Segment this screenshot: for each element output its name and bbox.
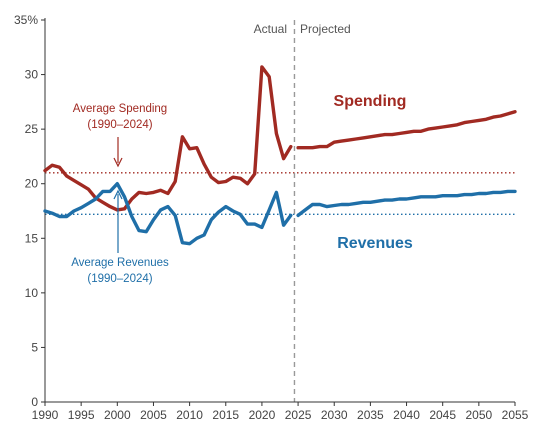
avg-spending-label-line2: (1990–2024) (87, 119, 152, 131)
series-line-revenues-projected (296, 189, 517, 218)
avg-revenues-arrow (113, 189, 123, 253)
y-tick-label-0: 0 (31, 395, 38, 409)
x-tick-label-7: 2025 (285, 408, 312, 422)
reference-lines (45, 20, 515, 402)
x-tick-label-6: 2020 (249, 408, 276, 422)
x-tick-label-5: 2015 (212, 408, 239, 422)
avg-spending-label-line1: Average Spending (73, 103, 167, 115)
x-tick-label-12: 2050 (465, 408, 492, 422)
x-tick-label-4: 2010 (176, 408, 203, 422)
series-line-spending-projected (296, 109, 517, 150)
avg-revenues-label-line2: (1990–2024) (87, 273, 152, 285)
x-tick-label-9: 2035 (357, 408, 384, 422)
y-tick-label-3: 15 (25, 231, 39, 245)
series-lines (43, 65, 517, 246)
x-tick-label-2: 2000 (104, 408, 131, 422)
y-tick-label-6: 30 (25, 68, 39, 82)
y-tick-label-5: 25 (25, 122, 39, 136)
x-tick-label-8: 2030 (321, 408, 348, 422)
x-tick-label-0: 1990 (32, 408, 59, 422)
x-tick-label-1: 1995 (68, 408, 95, 422)
series-label-spending: Spending (334, 93, 407, 110)
divider-label-actual: Actual (254, 22, 287, 36)
avg-revenues-label-line1: Average Revenues (71, 257, 169, 269)
x-tick-label-3: 2005 (140, 408, 167, 422)
series-label-revenues: Revenues (337, 235, 413, 252)
avg-spending-arrow (113, 137, 123, 168)
y-tick-label-1: 5 (31, 340, 38, 354)
y-tick-label-2: 10 (25, 286, 39, 300)
y-tick-label-7: 35% (14, 13, 38, 27)
annotations: Actual Projected Spending Revenues Avera… (71, 22, 413, 285)
x-tick-label-11: 2045 (429, 408, 456, 422)
divider-label-projected: Projected (300, 22, 351, 36)
x-tick-label-13: 2055 (502, 408, 529, 422)
y-tick-label-4: 20 (25, 177, 39, 191)
x-tick-label-10: 2040 (393, 408, 420, 422)
series-line-spending (43, 65, 293, 212)
series-line-revenues (43, 181, 293, 246)
